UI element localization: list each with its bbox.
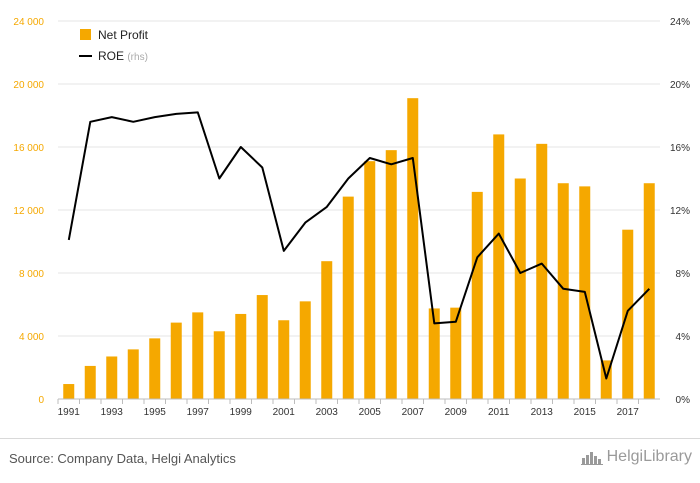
x-tick-label: 2005 [359,407,382,418]
net-profit-bar [85,366,96,399]
x-tick-label: 1997 [187,407,210,418]
net-profit-bar [149,338,160,399]
y-tick-label-right: 24% [670,17,690,28]
y-tick-label-right: 16% [670,143,690,154]
footer-divider [0,438,700,439]
y-tick-label-right: 0% [676,395,691,406]
net-profit-bars [63,98,655,399]
net-profit-bar [622,230,633,399]
y-tick-label-left: 20 000 [13,80,44,91]
y-tick-label-left: 24 000 [13,17,44,28]
y-tick-label-right: 8% [676,269,691,280]
legend-swatch-net-profit [80,29,91,40]
legend-label-net-profit: Net Profit [98,28,149,42]
x-tick-label: 2003 [316,407,339,418]
legend: Net Profit ROE (rhs) [79,28,149,63]
net-profit-bar [407,98,418,399]
x-tick-label: 1995 [144,407,167,418]
x-tick-label: 1999 [230,407,253,418]
net-profit-bar [493,134,504,399]
net-profit-bar [278,320,289,399]
net-profit-bar [171,323,182,399]
net-profit-bar [106,356,117,399]
net-profit-bar [321,261,332,399]
x-tick-label: 2015 [574,407,597,418]
net-profit-bar [644,183,655,399]
net-profit-bar [386,150,397,399]
net-profit-bar [558,183,569,399]
net-profit-bar [536,144,547,399]
y-tick-label-left: 0 [38,395,44,406]
net-profit-bar [364,161,375,399]
x-tick-label: 2013 [531,407,554,418]
x-tick-label: 2017 [617,407,640,418]
legend-label-roe-suffix: (rhs) [127,52,148,63]
source-note: Source: Company Data, Helgi Analytics [9,451,236,466]
y-tick-label-left: 8 000 [19,269,44,280]
net-profit-bar [128,349,139,399]
x-tick-label: 1991 [58,407,81,418]
net-profit-bar [235,314,246,399]
y-tick-label-left: 4 000 [19,332,44,343]
y-tick-label-left: 16 000 [13,143,44,154]
brand-logo: HelgiLibrary [581,448,692,466]
library-icon [581,449,603,465]
x-tick-label: 1993 [101,407,124,418]
y-tick-label-left: 12 000 [13,206,44,217]
net-profit-bar [472,192,483,399]
y-tick-label-right: 20% [670,80,690,91]
net-profit-bar [300,301,311,399]
net-profit-bar [214,331,225,399]
net-profit-bar [192,312,203,399]
x-tick-label: 2009 [445,407,468,418]
net-profit-bar [515,179,526,400]
net-profit-bar [63,384,74,399]
net-profit-bar [257,295,268,399]
y-tick-label-right: 4% [676,332,691,343]
legend-label-roe: ROE (rhs) [98,49,148,63]
chart: 0 0% 4 000 4% 8 000 8% 12 000 12% 16 000 16% 20 00… [0,0,700,440]
y-tick-label-right: 12% [670,206,690,217]
x-tick-label: 2001 [273,407,296,418]
x-tick-label: 2011 [488,407,510,418]
x-tick-label: 2007 [402,407,425,418]
brand-name: HelgiLibrary [607,448,692,466]
net-profit-bar [343,197,354,399]
